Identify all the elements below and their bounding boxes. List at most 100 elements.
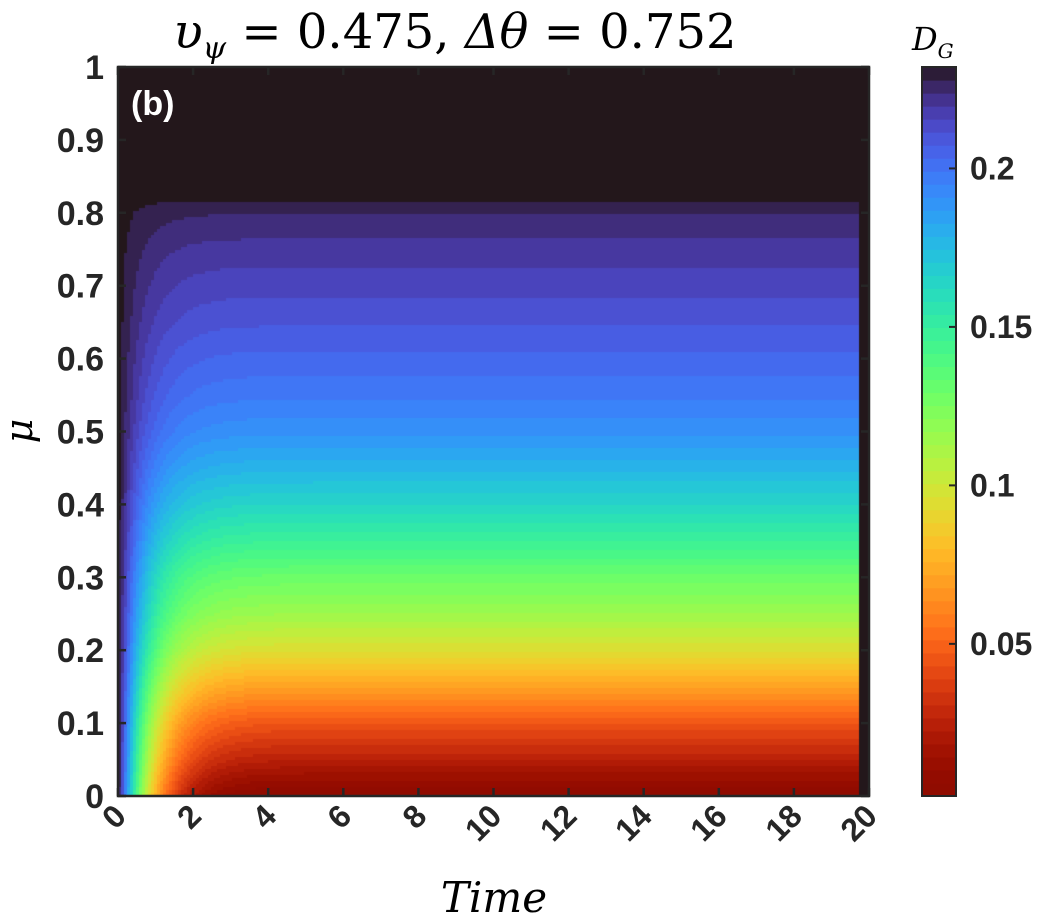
- colorbar-segment: [922, 119, 956, 133]
- colorbar-segment: [922, 223, 956, 237]
- colorbar-segment: [922, 613, 956, 628]
- y-tick-label: 1: [85, 49, 104, 87]
- colorbar-segment: [922, 509, 956, 524]
- colorbar-segment: [922, 418, 956, 433]
- colorbar-segment: [922, 444, 956, 459]
- colorbar-tick-label: 0.05: [970, 626, 1032, 662]
- colorbar-segment: [922, 106, 956, 120]
- colorbar-tick-label: 0.2: [970, 150, 1014, 186]
- colorbar-segment: [922, 132, 956, 146]
- y-axis-label: μ: [0, 419, 41, 444]
- y-tick-label: 0.6: [57, 341, 104, 379]
- x-tick-label: 6: [320, 797, 358, 835]
- colorbar-segment: [922, 470, 956, 485]
- colorbar-segment: [922, 210, 956, 224]
- colorbar-ticks: 0.05 0.1 0.15 0.2: [949, 150, 1032, 662]
- colorbar-segment: [922, 717, 956, 732]
- colorbar-segment: [922, 652, 956, 667]
- x-tick-label: 18: [758, 797, 809, 848]
- colorbar-segment: [922, 782, 956, 797]
- colorbar-segment: [922, 431, 956, 446]
- y-tick-label: 0.9: [57, 122, 104, 160]
- colorbar-segment: [922, 626, 956, 641]
- colorbar-segment: [922, 184, 956, 198]
- colorbar-segment: [922, 561, 956, 576]
- colorbar-segment: [922, 704, 956, 719]
- colorbar-segment: [922, 327, 956, 341]
- colorbar-tick-label: 0.1: [970, 467, 1014, 503]
- colorbar-segment: [922, 600, 956, 615]
- colorbar-segment: [922, 522, 956, 537]
- colorbar-segment: [922, 743, 956, 758]
- colorbar-segment: [922, 483, 956, 498]
- title-symbol-delta-theta: Δθ: [463, 4, 529, 60]
- colorbar-segment: [922, 379, 956, 394]
- colorbar-segment: [922, 249, 956, 263]
- colorbar-segment: [922, 496, 956, 511]
- y-tick-label: 0.5: [57, 414, 104, 452]
- x-tick-label: 10: [458, 797, 509, 848]
- colorbar-segment: [922, 392, 956, 407]
- colorbar-segment: [922, 262, 956, 276]
- title-symbol-upsilon: υ: [173, 4, 202, 60]
- colorbar-segment: [922, 80, 956, 94]
- colorbar-segment: [922, 769, 956, 784]
- colorbar-segment: [922, 67, 956, 81]
- x-tick-label: 2: [170, 797, 208, 835]
- colorbar-segment: [922, 353, 956, 368]
- x-tick-label: 14: [608, 797, 659, 848]
- heatmap-image: [118, 67, 869, 796]
- title-value-1: = 0.475,: [226, 4, 465, 60]
- colorbar-segment: [922, 314, 956, 328]
- colorbar-segment: [922, 340, 956, 354]
- y-tick-label: 0.1: [57, 705, 104, 743]
- colorbar-segment: [922, 405, 956, 420]
- colorbar-frame: [921, 66, 957, 797]
- x-tick-label: 8: [395, 797, 433, 835]
- y-tick-label: 0.4: [57, 486, 104, 524]
- colorbar-segment: [922, 93, 956, 107]
- title-subscript-psi: ψ: [203, 31, 227, 66]
- colorbar-label: DG: [911, 20, 954, 63]
- x-tick-label: 12: [533, 797, 584, 848]
- colorbar-segment: [922, 236, 956, 250]
- y-tick-label: 0.8: [57, 195, 104, 233]
- colorbar-segment: [922, 158, 956, 172]
- y-tick-label: 0.7: [57, 268, 104, 306]
- colorbar-segment: [922, 691, 956, 706]
- x-axis-label: Time: [441, 873, 547, 922]
- title-value-2: = 0.752: [528, 4, 736, 60]
- colorbar-segment: [922, 288, 956, 302]
- colorbar-segment: [922, 665, 956, 680]
- colorbar-segment: [922, 756, 956, 771]
- chart-title: υψ = 0.475, Δθ = 0.752: [173, 4, 736, 66]
- heatmap-layer: [118, 67, 869, 796]
- colorbar-segment: [922, 639, 956, 654]
- x-tick-label: 16: [683, 797, 734, 848]
- colorbar-label-main: D: [911, 20, 938, 58]
- colorbar-segment: [922, 457, 956, 472]
- colorbar-segment: [922, 366, 956, 381]
- colorbar-segment: [922, 197, 956, 211]
- colorbar: [922, 67, 956, 797]
- x-tick-label: 4: [245, 797, 283, 835]
- colorbar-segment: [922, 587, 956, 602]
- x-tick-label: 20: [833, 797, 884, 848]
- colorbar-segment: [922, 535, 956, 550]
- colorbar-segment: [922, 301, 956, 315]
- colorbar-segment: [922, 275, 956, 289]
- panel-label: (b): [131, 85, 174, 123]
- colorbar-segment: [922, 145, 956, 159]
- y-tick-label: 0.2: [57, 632, 104, 670]
- colorbar-tick-label: 0.15: [970, 309, 1032, 345]
- colorbar-segment: [922, 548, 956, 563]
- y-tick-label: 0.3: [57, 559, 104, 597]
- colorbar-segment: [922, 730, 956, 745]
- colorbar-segment: [922, 574, 956, 589]
- colorbar-segment: [922, 678, 956, 693]
- y-tick-label: 0: [85, 778, 104, 816]
- colorbar-label-sub: G: [938, 39, 954, 63]
- y-axis-ticks: 0 0.1 0.2 0.3 0.4 0.5 0.6 0.7 0.8 0.9 1: [57, 49, 869, 816]
- colorbar-segment: [922, 171, 956, 185]
